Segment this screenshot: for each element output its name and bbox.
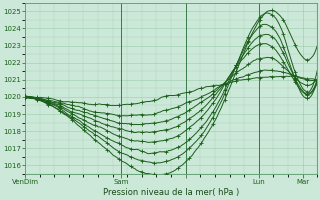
X-axis label: Pression niveau de la mer( hPa ): Pression niveau de la mer( hPa ) <box>103 188 239 197</box>
